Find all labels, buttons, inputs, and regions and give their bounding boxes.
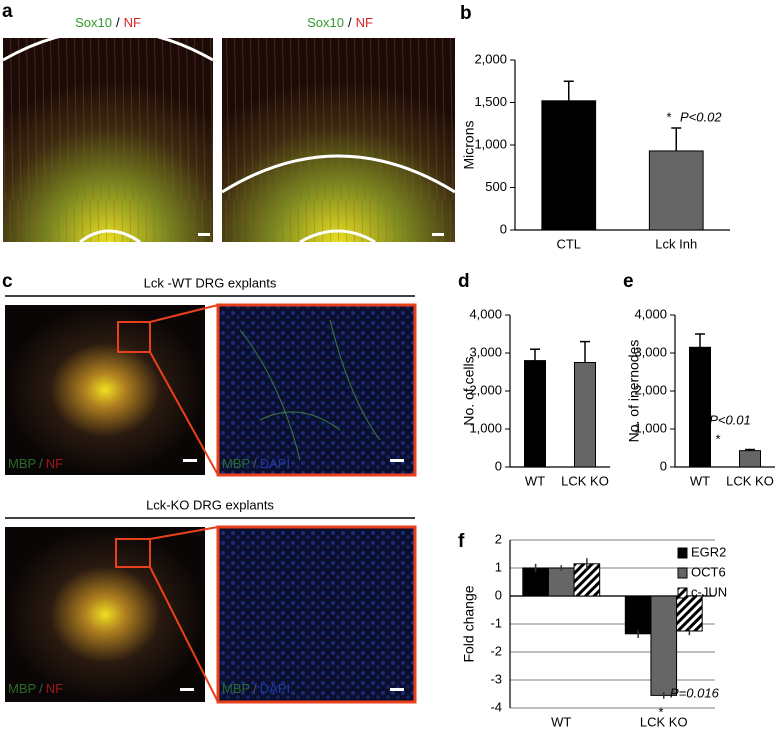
image-label: MBP / NF (8, 456, 63, 471)
y-tick-label: 3,000 (469, 344, 502, 359)
panel-label: d (458, 271, 470, 292)
y-tick-label: 2,000 (474, 51, 507, 66)
y-tick-label: 1,000 (469, 420, 502, 435)
y-tick-label: 1,000 (634, 420, 667, 435)
image (216, 525, 417, 704)
y-tick-label: -1 (490, 615, 502, 630)
bar (574, 362, 596, 468)
x-tick-label: WT (690, 473, 710, 488)
y-tick-label: 0 (495, 458, 502, 473)
bar (624, 595, 652, 635)
y-tick-label: 3,000 (634, 344, 667, 359)
bar (541, 100, 597, 231)
y-tick-label: 0 (495, 587, 502, 602)
y-axis-label: Microns (461, 120, 477, 169)
annotation: * (658, 704, 663, 719)
bar (739, 450, 761, 468)
y-tick-label: 500 (485, 179, 507, 194)
image (216, 303, 417, 477)
image-label: Sox10/NF (75, 15, 141, 30)
image-label: MBP / DAPI (222, 456, 290, 471)
y-tick-label: -2 (490, 643, 502, 658)
annotation: P<0.02 (680, 109, 722, 124)
x-tick-label: CTL (556, 236, 581, 251)
legend-label: c-JUN (691, 584, 727, 599)
legend-swatch (677, 547, 688, 559)
legend-swatch (677, 587, 688, 599)
image (5, 526, 219, 703)
legend-swatch (677, 567, 688, 579)
y-tick-label: 2,000 (469, 382, 502, 397)
bar (650, 595, 678, 696)
y-tick-label: -4 (490, 699, 502, 714)
panel-label: e (623, 271, 634, 292)
bar (648, 150, 704, 231)
bar (547, 567, 575, 597)
legend-label: OCT6 (691, 564, 726, 579)
x-tick-label: LCK KO (640, 714, 688, 729)
x-tick-label: WT (525, 473, 545, 488)
y-tick-label: 0 (660, 458, 667, 473)
explant-title: Lck -WT DRG explants (144, 275, 277, 290)
y-tick-label: 1,000 (474, 136, 507, 151)
x-tick-label: WT (551, 714, 571, 729)
legend-label: EGR2 (691, 544, 726, 559)
y-tick-label: 2 (495, 531, 502, 546)
image (221, 38, 456, 244)
bar (524, 360, 546, 468)
y-axis-label: Fold change (461, 585, 477, 662)
image (5, 304, 219, 476)
y-tick-label: 4,000 (469, 306, 502, 321)
annotation: P<0.01 (709, 412, 751, 427)
y-tick-label: 1 (495, 559, 502, 574)
panel-label: c (2, 271, 13, 292)
panel-label: a (2, 1, 13, 22)
y-tick-label: 1,500 (474, 94, 507, 109)
x-tick-label: LCK KO (726, 473, 774, 488)
annotation: * (715, 431, 720, 446)
y-tick-label: 4,000 (634, 306, 667, 321)
panel-label: f (458, 531, 465, 552)
image-label: Sox10/NF (307, 15, 373, 30)
y-tick-label: 0 (500, 221, 507, 236)
bar (689, 346, 711, 468)
bar (676, 595, 703, 632)
x-tick-label: Lck Inh (655, 236, 697, 251)
annotation: P=0.016 (670, 685, 720, 700)
image (2, 28, 214, 244)
y-axis-label: No. of cells (461, 356, 477, 425)
x-tick-label: LCK KO (561, 473, 609, 488)
image-label: MBP / DAPI (222, 681, 290, 696)
panel-label: b (460, 3, 472, 24)
explant-title: Lck-KO DRG explants (146, 497, 274, 512)
y-tick-label: 2,000 (634, 382, 667, 397)
y-tick-label: -3 (490, 671, 502, 686)
image-label: MBP / NF (8, 681, 63, 696)
y-axis-label: No. of inernodes (626, 340, 642, 443)
annotation: * (666, 109, 671, 124)
